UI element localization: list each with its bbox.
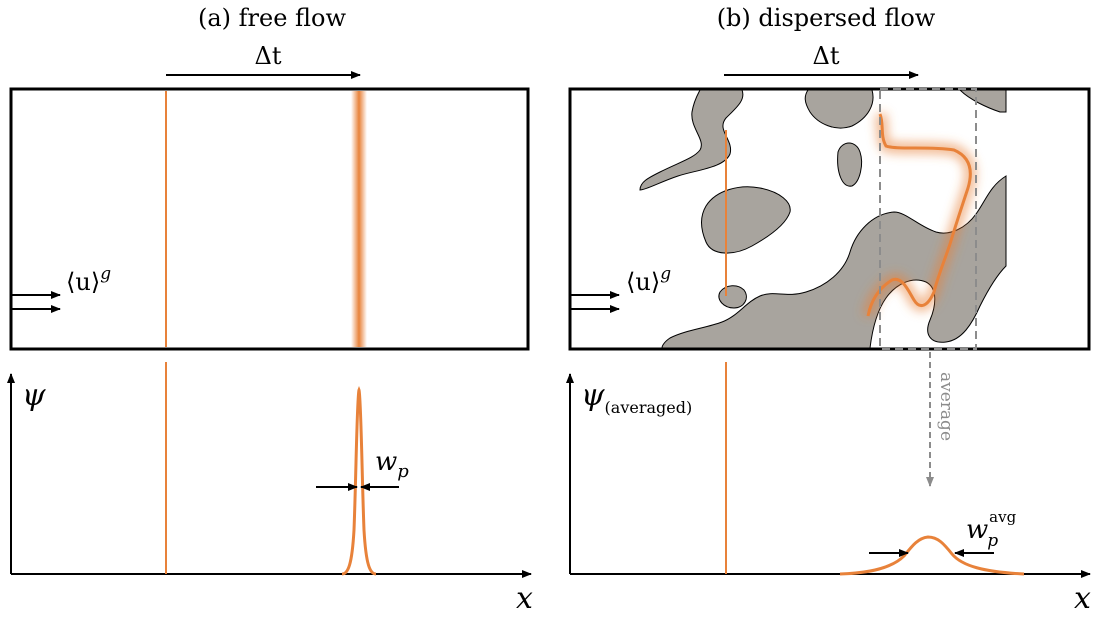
time-label: Δt bbox=[813, 42, 840, 70]
advected-pulse-band bbox=[351, 91, 367, 347]
panel-b: (b) dispersed flow Δt bbox=[566, 4, 1091, 616]
average-label: average bbox=[936, 372, 956, 441]
x-axis-label: x bbox=[1074, 581, 1091, 616]
psi-label: ψ bbox=[22, 378, 46, 413]
panel-a: (a) free flow Δt ⟨u⟩g ψ x wp bbox=[6, 4, 533, 616]
x-axis-label: x bbox=[516, 581, 533, 616]
psi-averaged-label: ψ(averaged) bbox=[581, 378, 692, 417]
flow-domain-border bbox=[568, 87, 1091, 351]
panel-a-title: (a) free flow bbox=[198, 4, 347, 32]
dispersed-pulse-front bbox=[862, 111, 977, 318]
velocity-label: ⟨u⟩g bbox=[66, 264, 111, 296]
gaussian-profile bbox=[341, 385, 377, 576]
averaging-window bbox=[879, 88, 977, 350]
velocity-label: ⟨u⟩g bbox=[626, 264, 671, 296]
flow-domain bbox=[9, 87, 530, 351]
averaged-profile bbox=[839, 535, 1025, 576]
time-label: Δt bbox=[255, 42, 282, 70]
width-avg-label: wpavg bbox=[966, 508, 1017, 551]
width-label: wp bbox=[375, 447, 409, 482]
obstacles bbox=[570, 90, 1007, 349]
panel-b-title: (b) dispersed flow bbox=[717, 4, 936, 32]
